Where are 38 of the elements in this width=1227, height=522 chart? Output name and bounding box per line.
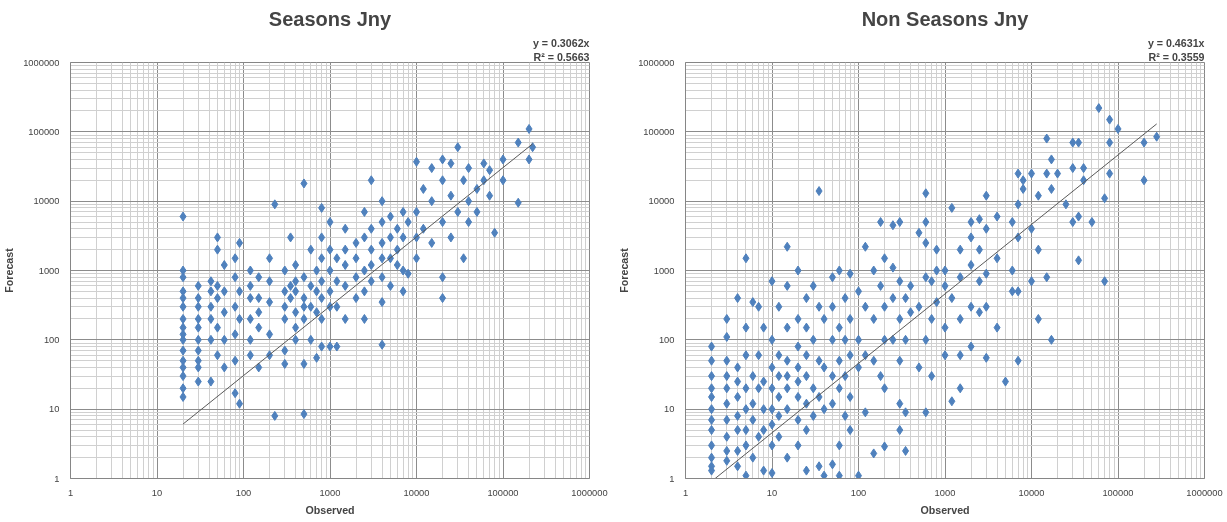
y-tick-label: 10: [664, 404, 675, 415]
x-tick-label: 100: [850, 487, 867, 498]
text: y = 0.3062x: [532, 36, 590, 49]
x-tick-label: 100000: [1102, 487, 1134, 498]
y-tick-label: 1000: [38, 265, 60, 276]
y-tick-label: 1: [669, 473, 675, 484]
x-tick-label: 10: [151, 487, 163, 498]
x-tick-label: 1: [67, 487, 74, 498]
annotation: R² = 0.3559: [1148, 50, 1205, 63]
x-axis-title: Observed: [305, 503, 355, 516]
y-axis-title: Forecast: [618, 247, 631, 293]
x-tick-label: 100000: [487, 487, 519, 498]
y-tick-label: 1000: [653, 265, 675, 276]
y-tick-label: 1: [54, 473, 60, 484]
y-tick-label: 10000: [648, 196, 675, 207]
x-tick-label: 100: [235, 487, 252, 498]
x-tick-label: 1000: [934, 487, 956, 498]
y-tick-label: 100000: [643, 126, 675, 137]
x-tick-label: 10000: [1018, 487, 1045, 498]
y-tick-label: 10: [49, 404, 60, 415]
chart-title: Seasons Jny: [268, 7, 393, 30]
x-tick-label: 1: [682, 487, 689, 498]
x-tick-label: 10000: [403, 487, 430, 498]
x-tick-label: 10: [766, 487, 778, 498]
x-tick-label: 1000000: [571, 487, 608, 498]
annotation: R² = 0.5663: [533, 50, 590, 63]
x-axis-title: Observed: [920, 503, 970, 516]
x-tick-label: 1000: [319, 487, 341, 498]
y-tick-label: 100: [43, 334, 60, 345]
text: y = 0.4631x: [1147, 36, 1205, 49]
y-tick-label: 100: [658, 334, 675, 345]
y-tick-label: 10000: [33, 196, 60, 207]
y-tick-label: 100000: [28, 126, 60, 137]
y-tick-label: 1000000: [638, 57, 675, 68]
y-tick-label: 1000000: [23, 57, 60, 68]
chart-title: Non Seasons Jny: [861, 7, 1030, 30]
y-axis-title: Forecast: [3, 247, 16, 293]
x-tick-label: 1000000: [1186, 487, 1223, 498]
